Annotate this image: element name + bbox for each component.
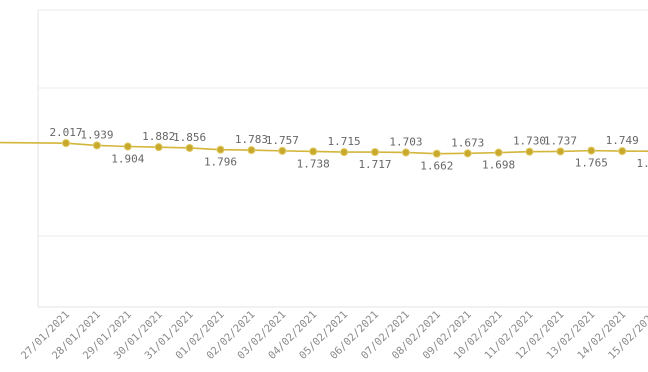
data-point (618, 147, 627, 156)
data-label: 1.738 (297, 157, 330, 170)
data-label: 2.017 (49, 126, 82, 139)
x-axis-tick-labels: 27/01/202128/01/202129/01/202130/01/2021… (19, 309, 648, 362)
data-point (61, 139, 71, 148)
data-point (247, 145, 256, 155)
data-point (556, 147, 565, 156)
data-point (309, 147, 318, 156)
gridlines (37, 9, 648, 308)
data-label: 1.715 (328, 135, 361, 148)
data-point (185, 143, 194, 153)
data-point (432, 149, 441, 158)
data-label: 1.882 (142, 130, 175, 143)
data-point (154, 143, 163, 152)
data-point (123, 142, 132, 151)
series-line (0, 141, 648, 155)
data-point (340, 148, 349, 157)
data-label: 1.765 (575, 157, 608, 170)
data-label: 1.746 (637, 157, 648, 170)
data-label: 1.737 (544, 134, 577, 147)
data-point (278, 146, 287, 155)
data-label: 1.698 (482, 159, 515, 172)
data-point (370, 147, 380, 157)
data-point (216, 145, 225, 154)
data-label: 1.796 (204, 156, 237, 169)
data-label: 1.662 (420, 160, 453, 173)
data-label: 1.757 (266, 134, 299, 147)
data-label: 1.939 (80, 128, 113, 141)
data-label: 1.673 (451, 136, 484, 149)
data-point (401, 148, 410, 157)
data-point (525, 147, 534, 156)
data-label: 1.904 (111, 153, 144, 166)
data-label: 1.856 (173, 131, 206, 144)
data-label: 1.783 (235, 133, 268, 146)
data-point (494, 148, 503, 157)
data-label: 1.730 (513, 135, 546, 148)
data-point (463, 149, 472, 158)
data-point (92, 141, 102, 150)
data-points (61, 139, 627, 158)
data-label: 1.717 (358, 158, 391, 171)
series-line-layer (0, 141, 648, 155)
data-label: 1.749 (606, 134, 639, 147)
data-label: 1.703 (389, 135, 422, 148)
data-point (587, 146, 596, 155)
